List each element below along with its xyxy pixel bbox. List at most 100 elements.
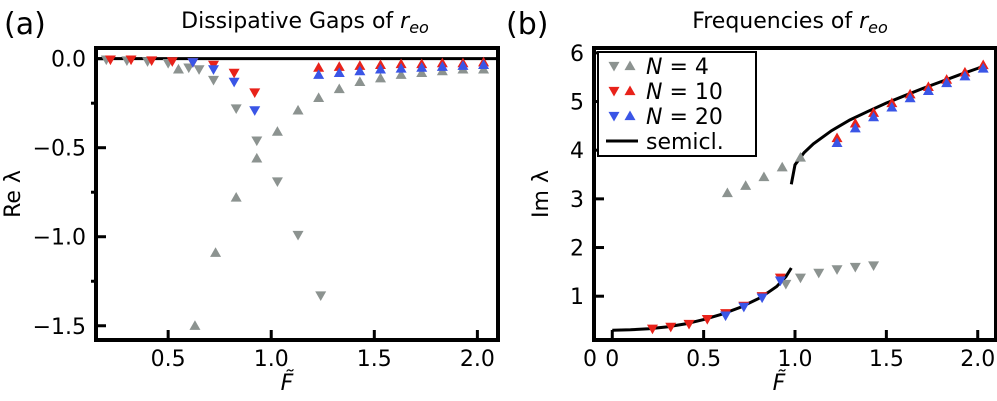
data-point — [740, 180, 752, 190]
data-point — [780, 279, 792, 290]
chart-title: Dissipative Gaps of reo — [181, 9, 429, 37]
data-point — [292, 104, 304, 115]
data-point — [208, 65, 220, 75]
data-point — [776, 161, 788, 172]
data-point — [794, 273, 806, 284]
data-point — [758, 171, 770, 182]
y-tick-label: 1 — [570, 285, 584, 310]
legend-marker-up — [624, 60, 636, 71]
data-point — [941, 77, 953, 88]
data-point — [849, 122, 861, 133]
data-point — [251, 136, 263, 147]
y-tick-label: −0.5 — [33, 137, 86, 162]
panel-a: (a) Dissipative Gaps of reo 0.0 −0.5 −1.0 −1.… — [1, 7, 500, 396]
x-tick-label-extra: 0 — [583, 347, 597, 372]
semiclassical-curve-2 — [789, 64, 986, 185]
data-point — [886, 101, 898, 112]
y-tick-label: −1.0 — [33, 226, 86, 251]
chart-title-symbol: r — [859, 9, 870, 34]
data-point — [228, 77, 240, 88]
chart-title: Frequencies of reo — [692, 9, 888, 37]
data-point — [721, 187, 733, 198]
data-point — [172, 63, 184, 74]
data-point — [868, 261, 880, 272]
y-tick-label: 4 — [570, 139, 584, 164]
legend-value: = 10 — [662, 80, 722, 105]
data-point — [354, 76, 366, 86]
y-axis-label: Im λ — [529, 170, 554, 218]
data-point — [271, 126, 283, 136]
data-point — [977, 62, 989, 73]
data-point — [794, 152, 806, 162]
data-point — [187, 58, 199, 68]
data-point — [166, 57, 178, 67]
data-point — [230, 104, 242, 115]
data-point — [416, 62, 428, 72]
chart-title-text: Dissipative Gaps of — [181, 9, 400, 34]
data-point — [313, 92, 325, 102]
legend-label: semicl. — [646, 130, 724, 155]
legend-label: N = 10 — [646, 80, 723, 105]
data-point — [292, 230, 304, 241]
data-point — [813, 268, 825, 279]
data-point — [354, 65, 366, 76]
legend-var: N — [646, 80, 662, 105]
data-point — [208, 75, 220, 86]
data-point — [849, 117, 861, 128]
data-point — [189, 320, 201, 330]
chart-title-subscript: eo — [868, 18, 888, 37]
data-point — [313, 69, 325, 79]
data-point — [249, 106, 261, 116]
data-point — [831, 265, 843, 275]
data-point — [646, 324, 658, 335]
legend-var: N — [646, 105, 662, 130]
data-point — [249, 88, 261, 99]
data-point — [831, 137, 843, 148]
plot-frame — [592, 46, 997, 342]
legend-label: N = 4 — [646, 55, 709, 80]
legend-box — [597, 51, 757, 157]
data-point — [333, 67, 345, 78]
data-point — [354, 60, 366, 70]
data-point — [457, 60, 469, 70]
panel-label: (b) — [506, 7, 548, 42]
data-point — [683, 319, 695, 330]
x-tick-label: 1.0 — [778, 347, 813, 372]
legend-marker-down — [608, 111, 620, 122]
x-tick-label: 2.0 — [460, 347, 495, 372]
data-point — [333, 83, 345, 94]
y-tick-label: 0.0 — [51, 48, 86, 73]
data-point — [959, 70, 971, 81]
data-point — [395, 62, 407, 73]
data-point — [210, 247, 222, 257]
plot-frame — [94, 46, 500, 342]
x-tick-label: 1.5 — [869, 347, 904, 372]
data-point — [230, 192, 242, 202]
legend-marker-up — [624, 85, 636, 96]
chart-title-symbol: r — [400, 9, 411, 34]
x-tick-label: 0.5 — [686, 347, 721, 372]
data-point — [146, 56, 158, 66]
y-tick-label: 6 — [570, 42, 584, 67]
data-point — [374, 72, 386, 83]
data-point — [720, 311, 732, 322]
data-point — [104, 55, 116, 66]
panel-b: (b) Frequencies of reo 1 2 3 4 5 6 0 0.5 1.0 1.5 2.0… — [506, 7, 997, 396]
data-point — [756, 293, 768, 304]
legend-value: = 4 — [662, 55, 708, 80]
data-point — [478, 59, 490, 70]
data-point — [313, 62, 325, 72]
data-point — [416, 67, 428, 78]
y-tick-label: 5 — [570, 91, 584, 116]
semiclassical-curve-1 — [612, 267, 793, 332]
legend-var: N — [646, 55, 662, 80]
chart-title-text: Frequencies of — [692, 9, 859, 34]
data-point — [849, 262, 861, 273]
x-tick-label: 1.5 — [357, 347, 392, 372]
data-point — [868, 111, 880, 122]
x-axis-label: F̃ — [773, 370, 787, 396]
data-point — [251, 152, 263, 163]
data-point — [271, 177, 283, 188]
data-point — [922, 85, 934, 95]
